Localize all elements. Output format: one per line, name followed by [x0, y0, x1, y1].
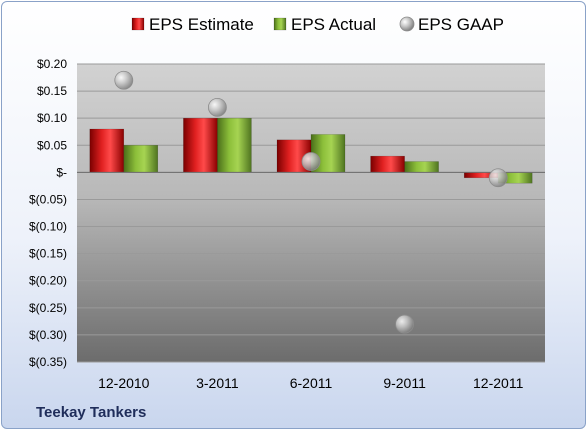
eps-estimate-legend-label: EPS Estimate	[149, 15, 254, 34]
company-name: Teekay Tankers	[36, 404, 147, 421]
y-tick-label: $0.10	[37, 111, 67, 125]
y-axis-ticks: $0.20 $0.15 $0.10 $0.05 $- $(0.05) $(0.10) $(0.…	[29, 57, 67, 369]
y-tick-label: $(0.15)	[29, 247, 67, 261]
eps-gaap-marker	[114, 70, 134, 90]
eps-estimate-bar	[183, 117, 218, 173]
eps-actual-bar	[123, 145, 159, 173]
x-tick-label: 12-2010	[98, 375, 150, 391]
x-axis-ticks: 12-2010 3-2011 6-2011 9-2011 12-2011	[98, 375, 523, 391]
eps-estimate-bar	[89, 128, 125, 173]
y-tick-label: $(0.20)	[29, 274, 67, 288]
y-tick-label: $0.05	[37, 138, 67, 152]
eps-actual-legend-swatch	[273, 17, 287, 31]
y-tick-label: $(0.25)	[29, 301, 67, 315]
bars	[77, 117, 545, 184]
x-tick-label: 12-2011	[473, 375, 524, 391]
eps-gaap-marker	[207, 97, 227, 117]
y-tick-label: $(0.10)	[29, 220, 67, 234]
y-tick-label: $-	[56, 165, 67, 179]
x-tick-label: 9-2011	[383, 375, 426, 391]
y-tick-label: $(0.35)	[29, 355, 67, 369]
x-tick-label: 3-2011	[196, 375, 239, 391]
y-tick-label: $(0.05)	[29, 192, 67, 206]
eps-estimate-bar	[370, 155, 405, 173]
eps-gaap-marker	[301, 152, 321, 171]
eps-actual-legend-label: EPS Actual	[291, 15, 376, 34]
eps-estimate-legend-swatch	[131, 17, 145, 31]
legend: EPS Estimate EPS Actual EPS GAAP	[131, 15, 504, 34]
y-tick-label: $0.20	[37, 57, 67, 71]
y-tick-label: $0.15	[37, 84, 67, 98]
eps-gaap-legend-label: EPS GAAP	[418, 15, 504, 34]
eps-gaap-marker	[488, 168, 508, 188]
x-tick-label: 6-2011	[290, 375, 333, 391]
plot-area	[77, 64, 545, 362]
eps-gaap-legend-swatch	[399, 16, 415, 32]
eps-gaap-marker	[395, 314, 415, 334]
eps-actual-bar	[404, 161, 439, 173]
eps-actual-bar	[217, 117, 252, 173]
gaap-markers	[114, 70, 508, 334]
y-tick-label: $(0.30)	[29, 328, 67, 342]
